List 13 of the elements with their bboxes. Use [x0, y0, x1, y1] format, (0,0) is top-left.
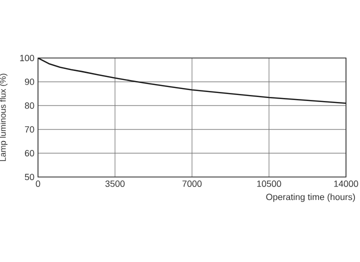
x-tick-label: 14000	[334, 180, 358, 187]
x-axis-title: Operating time (hours)	[266, 194, 355, 202]
y-tick-label: 70	[24, 126, 34, 133]
y-axis-title: Lamp luminous flux (%)	[0, 74, 8, 162]
y-tick-label: 90	[24, 78, 34, 85]
y-tick-label: 50	[24, 174, 34, 180]
x-tick-label: 0	[36, 180, 40, 187]
x-tick-label: 7000	[182, 180, 202, 187]
x-tick-label: 3500	[105, 180, 125, 187]
y-tick-label: 80	[24, 102, 34, 109]
y-tick-label: 60	[24, 150, 34, 156]
x-tick-label: 10500	[257, 180, 282, 187]
y-tick-label: 100	[20, 54, 34, 62]
